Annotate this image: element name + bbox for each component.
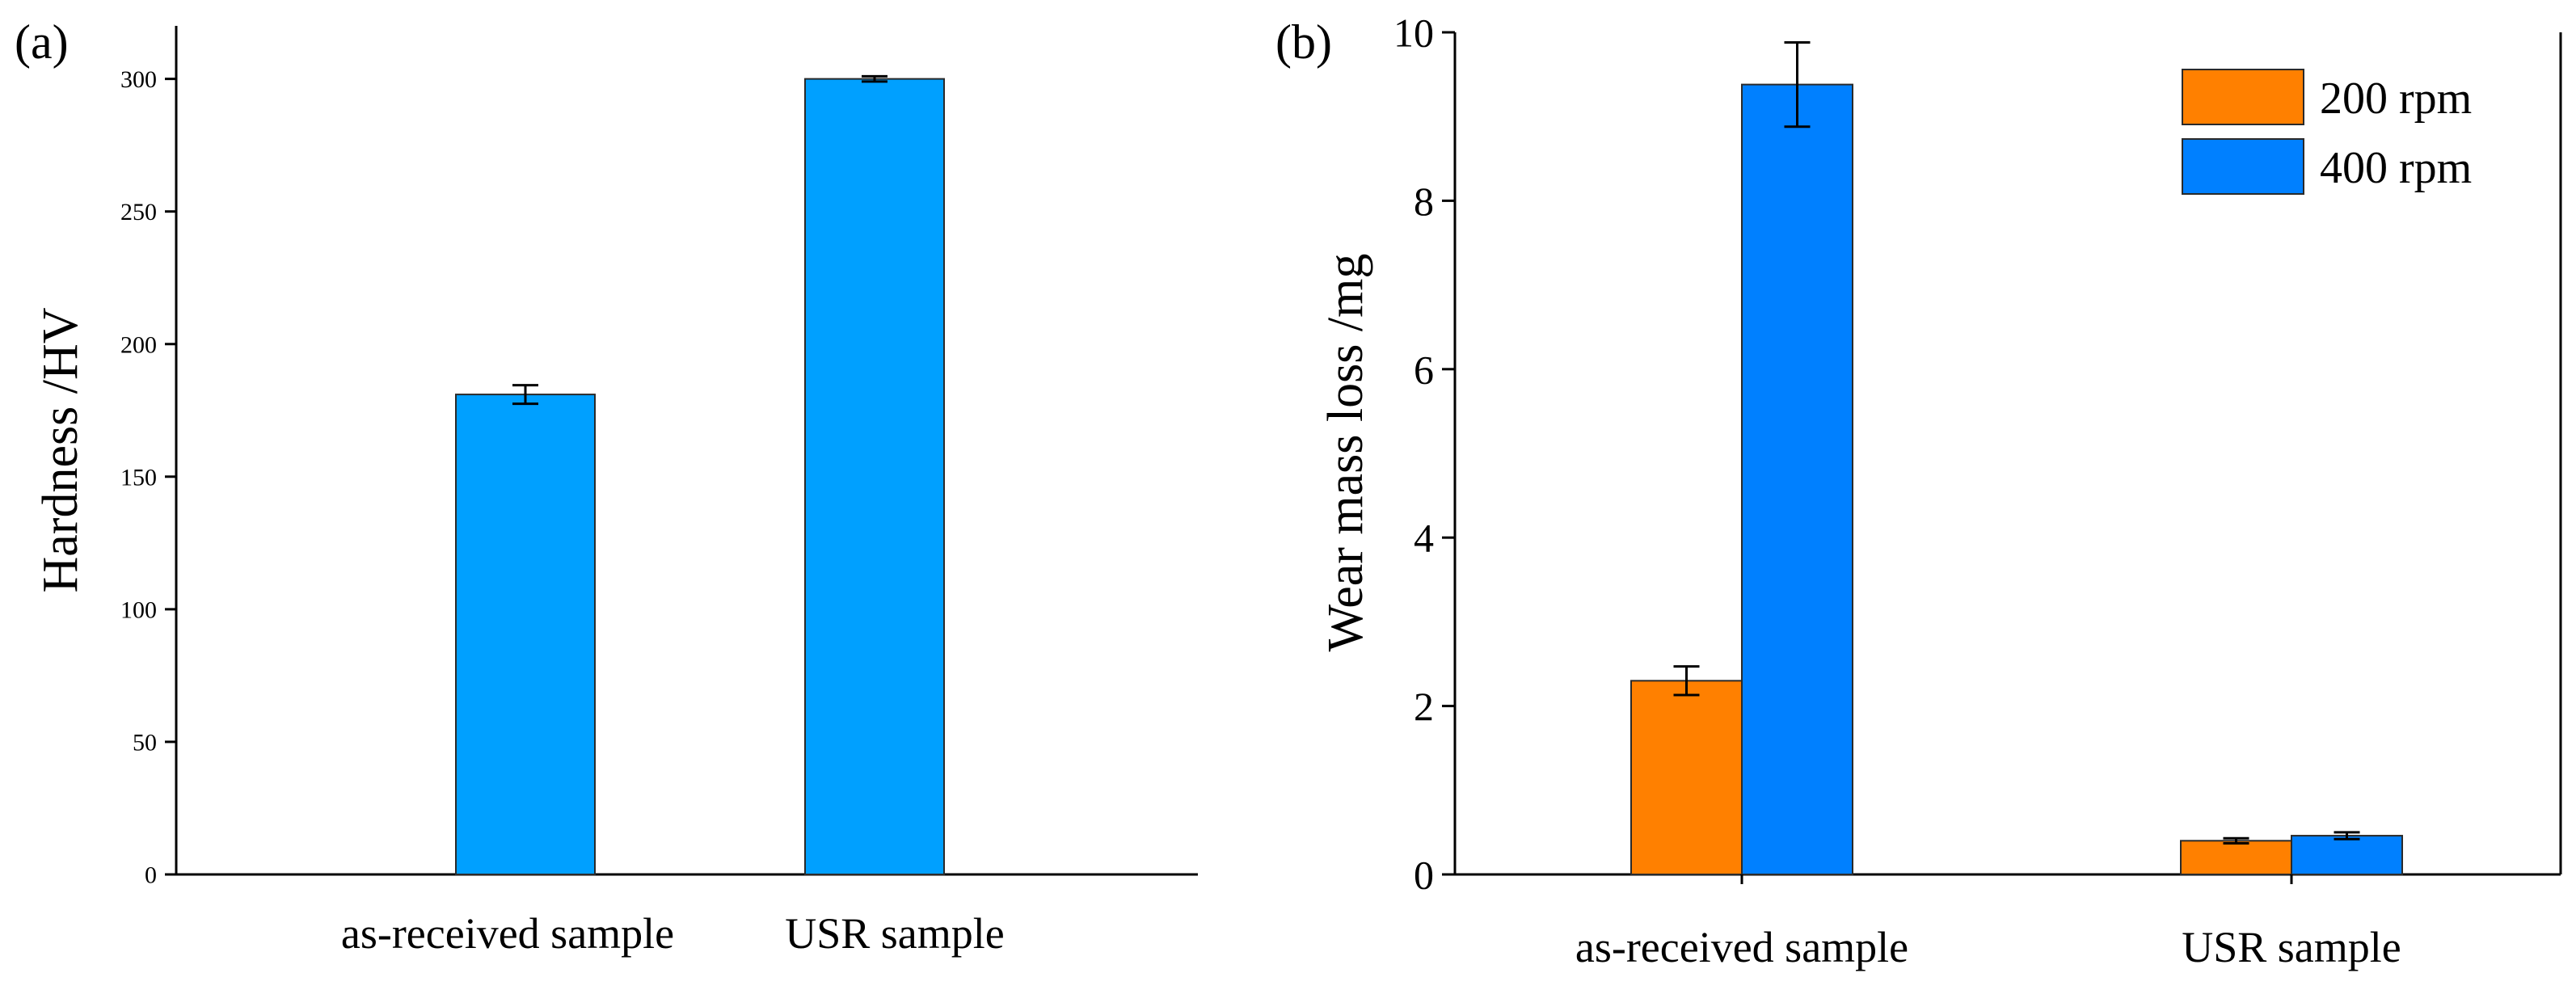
panel-a-y-tick-label: 100: [120, 596, 157, 623]
panel-a-y-tick-label: 200: [120, 331, 157, 358]
panel-a-label: (a): [15, 15, 69, 69]
panel-a-y-tick-label: 250: [120, 199, 157, 225]
panel-b-x-tick-label-usr-sample: USR sample: [2182, 923, 2401, 971]
panel-b-y-tick-label: 6: [1414, 347, 1434, 392]
panel-a-x-tick-label-as-received-sample: as-received sample: [341, 909, 674, 958]
legend-swatch-400-rpm: [2182, 138, 2304, 195]
panel-b-error-bar-200-rpm-as-received-sample: [1673, 665, 1700, 697]
panel-b-bar-400-rpm-usr-sample: [2291, 835, 2403, 875]
panel-b-bars: [1630, 41, 2403, 876]
panel-b-bar-200-rpm-usr-sample: [2180, 840, 2292, 875]
panel-b-y-tick-label: 0: [1414, 853, 1434, 898]
panel-a-axes: [175, 26, 1198, 876]
panel-a: (a) 0 50 100 150 200 250 300 as-received sampl…: [15, 15, 1198, 958]
panel-a-bar-hardness-as-received-sample: [455, 394, 596, 875]
panel-b-bar-400-rpm-as-received-sample: [1741, 83, 1853, 875]
panel-a-y-tick-label: 50: [133, 729, 157, 756]
legend-label-400-rpm: 400 rpm: [2320, 143, 2472, 193]
panel-a-y-ticks: 0 50 100 150 200 250 300: [120, 66, 176, 889]
panel-b-y-tick-label: 2: [1414, 684, 1434, 729]
panel-a-x-tick-label-usr-sample: USR sample: [785, 909, 1005, 958]
panel-a-x-tick-labels: as-received sample USR sample: [341, 909, 1005, 958]
panel-b-y-tick-label: 10: [1393, 11, 1434, 56]
panel-b-y-tick-label: 4: [1414, 516, 1434, 561]
panel-b-label: (b): [1275, 15, 1332, 69]
panel-a-error-bar-hardness-as-received-sample: [512, 384, 538, 406]
panel-a-y-tick-label: 0: [145, 862, 157, 889]
panel-a-bars: [455, 74, 945, 875]
panel-a-y-tick-label: 300: [120, 66, 157, 93]
panel-b-x-tick-label-as-received-sample: as-received sample: [1575, 923, 1908, 971]
panel-b-error-bar-200-rpm-usr-sample: [2223, 836, 2249, 845]
panel-a-y-axis-title: Hardness /HV: [33, 307, 88, 592]
panel-b-y-axis-title: Wear mass loss /mg: [1318, 254, 1373, 652]
panel-b-legend: 200 rpm 400 rpm: [2182, 69, 2472, 195]
panel-a-bar-hardness-usr-sample: [804, 78, 945, 875]
panel-b-bar-200-rpm-as-received-sample: [1630, 680, 1743, 876]
panel-b-y-ticks: 0 2 4 6 8 10: [1393, 11, 1455, 898]
legend-swatch-200-rpm: [2182, 69, 2304, 125]
panel-b-error-bar-400-rpm-usr-sample: [2334, 831, 2360, 840]
legend-label-200-rpm: 200 rpm: [2320, 74, 2472, 124]
panel-b-error-bar-400-rpm-as-received-sample: [1784, 41, 1811, 128]
panel-a-y-tick-label: 150: [120, 464, 157, 491]
panel-b: (b) 0 2 4 6 8 10 as-received sample USR sample…: [1275, 11, 2562, 971]
panel-b-y-tick-label: 8: [1414, 179, 1434, 224]
panel-b-x-tick-labels: as-received sample USR sample: [1575, 874, 2401, 971]
panel-a-error-bar-hardness-usr-sample: [862, 74, 887, 83]
